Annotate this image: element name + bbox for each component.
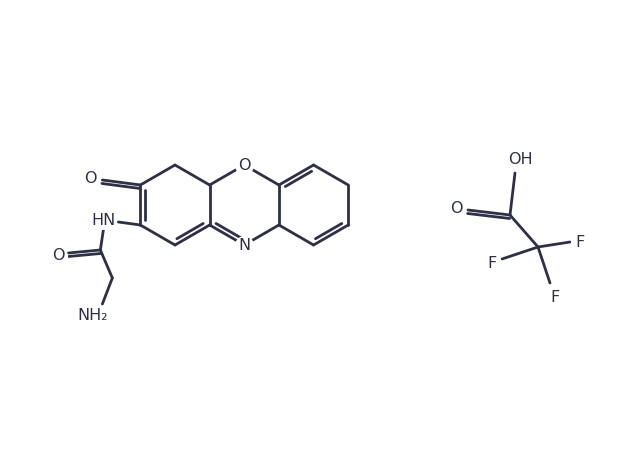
Text: HN: HN <box>92 212 115 227</box>
Text: O: O <box>238 157 250 172</box>
Text: O: O <box>450 201 462 216</box>
Text: OH: OH <box>508 151 532 166</box>
Text: F: F <box>575 235 584 250</box>
Text: NH₂: NH₂ <box>77 308 108 323</box>
Text: F: F <box>488 256 497 271</box>
Text: O: O <box>52 249 65 264</box>
Text: O: O <box>84 171 97 186</box>
Text: N: N <box>238 237 250 252</box>
Text: F: F <box>550 290 559 305</box>
